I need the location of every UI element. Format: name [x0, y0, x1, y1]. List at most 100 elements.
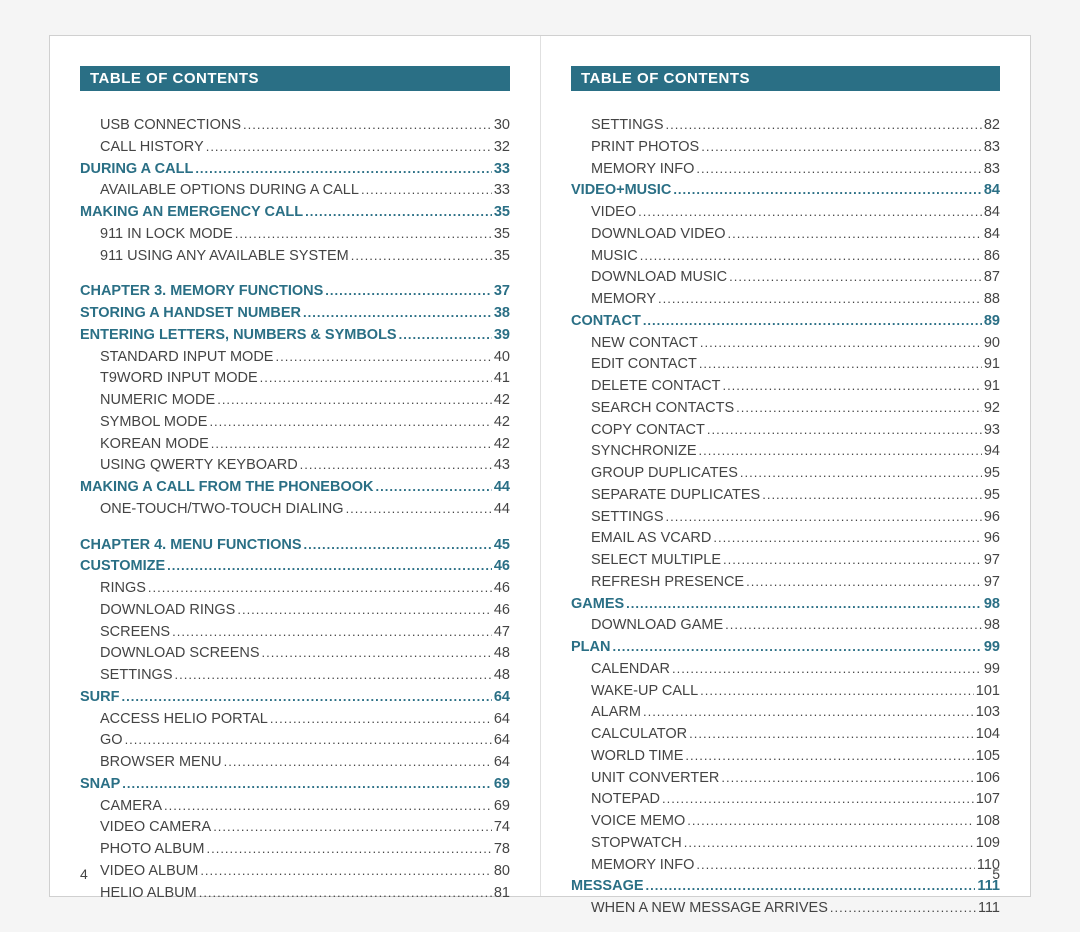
toc-page-number: 44 — [494, 477, 510, 499]
toc-page-number: 96 — [984, 507, 1000, 529]
toc-dots — [361, 180, 492, 200]
toc-row: ONE-TOUCH/TWO-TOUCH DIALING44 — [80, 499, 510, 521]
toc-label: DELETE CONTACT — [571, 376, 720, 398]
toc-page-number: 37 — [494, 281, 510, 303]
toc-label: SELECT MULTIPLE — [571, 550, 721, 572]
toc-row: WHEN A NEW MESSAGE ARRIVES111 — [571, 898, 1000, 920]
toc-dots — [740, 463, 982, 483]
toc-dots — [122, 774, 492, 794]
toc-dots — [643, 702, 974, 722]
toc-label: NOTEPAD — [571, 789, 660, 811]
toc-row: STANDARD INPUT MODE40 — [80, 347, 510, 369]
toc-row: EMAIL AS VCARD96 — [571, 528, 1000, 550]
toc-row: HELIO ALBUM81 — [80, 883, 510, 905]
toc-dots — [725, 615, 982, 635]
toc-dots — [172, 622, 492, 642]
toc-page-number: 104 — [976, 724, 1000, 746]
toc-row: VOICE MEMO108 — [571, 811, 1000, 833]
toc-row: DURING A CALL33 — [80, 159, 510, 181]
toc-dots — [211, 434, 492, 454]
toc-dots — [700, 333, 982, 353]
toc-row: DELETE CONTACT 91 — [571, 376, 1000, 398]
toc-row: CAMERA69 — [80, 796, 510, 818]
toc-row: UNIT CONVERTER 106 — [571, 768, 1000, 790]
toc-label: ACCESS HELIO PORTAL — [80, 709, 268, 731]
toc-row: VIDEO CAMERA74 — [80, 817, 510, 839]
toc-dots — [612, 637, 981, 657]
toc-dots — [662, 789, 974, 809]
toc-dots — [699, 354, 982, 374]
toc-dots — [640, 246, 982, 266]
toc-page-number: 91 — [984, 376, 1000, 398]
toc-label: DOWNLOAD SCREENS — [80, 643, 260, 665]
toc-label: EDIT CONTACT — [571, 354, 697, 376]
toc-dots — [696, 855, 974, 875]
toc-label: STANDARD INPUT MODE — [80, 347, 273, 369]
toc-label: MAKING A CALL FROM THE PHONEBOOK — [80, 477, 373, 499]
toc-page-number: 46 — [494, 578, 510, 600]
toc-dots — [672, 659, 982, 679]
toc-label: UNIT CONVERTER — [571, 768, 719, 790]
toc-row: AVAILABLE OPTIONS DURING A CALL33 — [80, 180, 510, 202]
toc-label: USING QWERTY KEYBOARD — [80, 455, 298, 477]
toc-page-number: 106 — [976, 768, 1000, 790]
toc-page-number: 97 — [984, 572, 1000, 594]
toc-label: NEW CONTACT — [571, 333, 698, 355]
toc-dots — [666, 507, 982, 527]
page-number-left: 4 — [80, 866, 88, 882]
toc-label: MEMORY — [571, 289, 656, 311]
toc-label: WORLD TIME — [571, 746, 683, 768]
toc-dots — [224, 752, 492, 772]
toc-dots — [689, 724, 974, 744]
toc-dots — [701, 137, 982, 157]
page-header-right: TABLE OF CONTENTS — [571, 66, 1000, 91]
toc-row: USB CONNECTIONS30 — [80, 115, 510, 137]
toc-dots — [260, 368, 492, 388]
toc-dots — [300, 455, 492, 475]
toc-row: NUMERIC MODE42 — [80, 390, 510, 412]
page-number-right: 5 — [992, 866, 1000, 882]
toc-page-number: 101 — [976, 681, 1000, 703]
toc-label: RINGS — [80, 578, 146, 600]
toc-dots — [736, 398, 982, 418]
toc-row: GAMES98 — [571, 594, 1000, 616]
toc-label: HELIO ALBUM — [80, 883, 197, 905]
toc-label: DOWNLOAD GAME — [571, 615, 723, 637]
toc-label: SYMBOL MODE — [80, 412, 207, 434]
toc-dots — [687, 811, 974, 831]
toc-label: PHOTO ALBUM — [80, 839, 204, 861]
toc-page-number: 30 — [494, 115, 510, 137]
toc-dots — [213, 817, 492, 837]
toc-label: CHAPTER 3. MEMORY FUNCTIONS — [80, 281, 323, 303]
toc-label: VIDEO ALBUM — [80, 861, 198, 883]
toc-row: REFRESH PRESENCE97 — [571, 572, 1000, 594]
toc-row: MESSAGE111 — [571, 876, 1000, 898]
toc-label: 911 USING ANY AVAILABLE SYSTEM — [80, 246, 349, 268]
toc-label: WAKE-UP CALL — [571, 681, 698, 703]
toc-row: DOWNLOAD RINGS46 — [80, 600, 510, 622]
toc-label: GAMES — [571, 594, 624, 616]
toc-row: CALL HISTORY32 — [80, 137, 510, 159]
toc-label: SURF — [80, 687, 119, 709]
toc-page-number: 64 — [494, 730, 510, 752]
toc-page-number: 99 — [984, 659, 1000, 681]
toc-page-number: 48 — [494, 643, 510, 665]
toc-row: SYMBOL MODE42 — [80, 412, 510, 434]
toc-dots — [262, 643, 492, 663]
toc-page-number: 86 — [984, 246, 1000, 268]
toc-dots — [700, 681, 974, 701]
toc-dots — [830, 898, 976, 918]
toc-dots — [729, 267, 982, 287]
toc-label: DOWNLOAD VIDEO — [571, 224, 726, 246]
toc-dots — [646, 876, 976, 896]
toc-row: MEMORY88 — [571, 289, 1000, 311]
toc-row: SEPARATE DUPLICATES95 — [571, 485, 1000, 507]
toc-dots — [658, 289, 982, 309]
toc-row: RINGS 46 — [80, 578, 510, 600]
toc-label: SCREENS — [80, 622, 170, 644]
toc-page-number: 98 — [984, 615, 1000, 637]
toc-label: VOICE MEMO — [571, 811, 685, 833]
toc-page-number: 35 — [494, 246, 510, 268]
toc-dots — [209, 412, 491, 432]
toc-label: CONTACT — [571, 311, 641, 333]
